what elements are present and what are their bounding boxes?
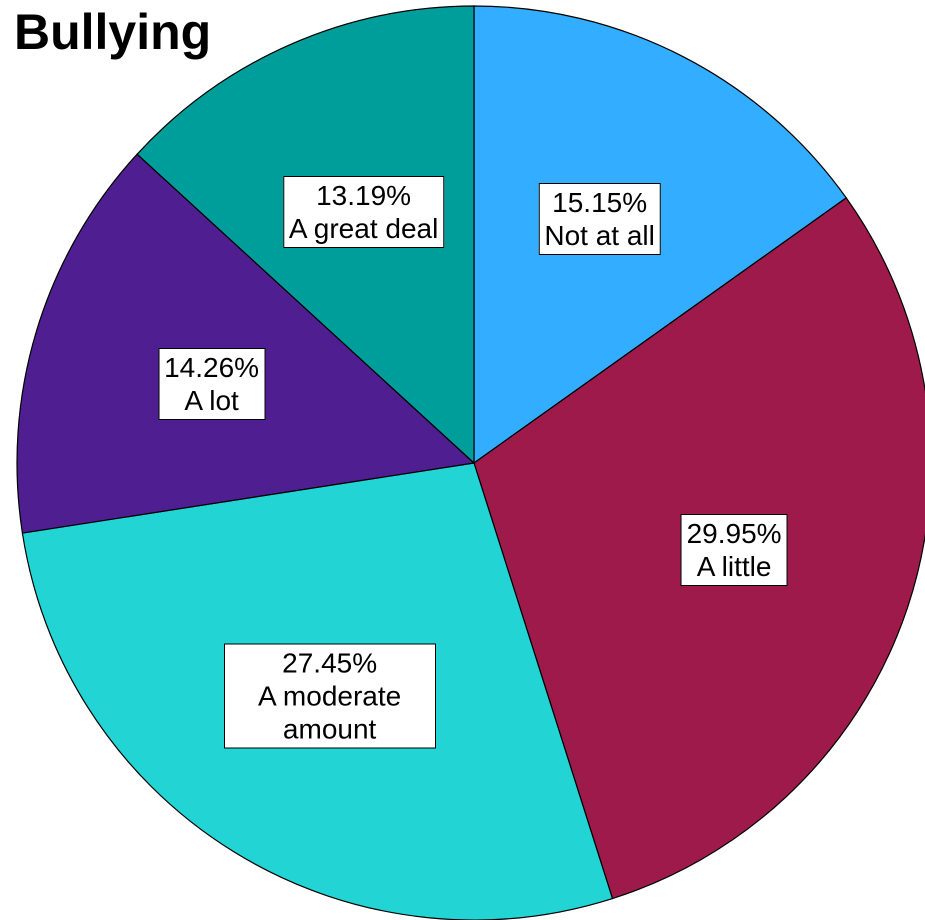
value-label: 13.19% (316, 180, 412, 211)
category-label: A moderate amount (258, 680, 402, 745)
chart-title: Bullying (14, 4, 212, 60)
value-label: 27.45% (282, 647, 378, 679)
category-label: A lot (184, 384, 239, 416)
slice-label: 15.15% Not at all (538, 183, 661, 256)
slice-label: 29.95% A little (680, 513, 788, 586)
slice-label: 14.26% A lot (158, 347, 266, 420)
value-label: 15.15% (552, 187, 648, 219)
value-label: 14.26% (164, 351, 260, 383)
slice-label: 13.19% A great deal (282, 176, 445, 248)
category-label: A great deal (288, 213, 439, 244)
pie-slice (16, 153, 476, 534)
category-label: A little (696, 550, 772, 582)
category-label: Not at all (544, 220, 655, 252)
value-label: 29.95% (686, 517, 782, 549)
slice-label: 27.45% A moderate amount (223, 643, 436, 749)
